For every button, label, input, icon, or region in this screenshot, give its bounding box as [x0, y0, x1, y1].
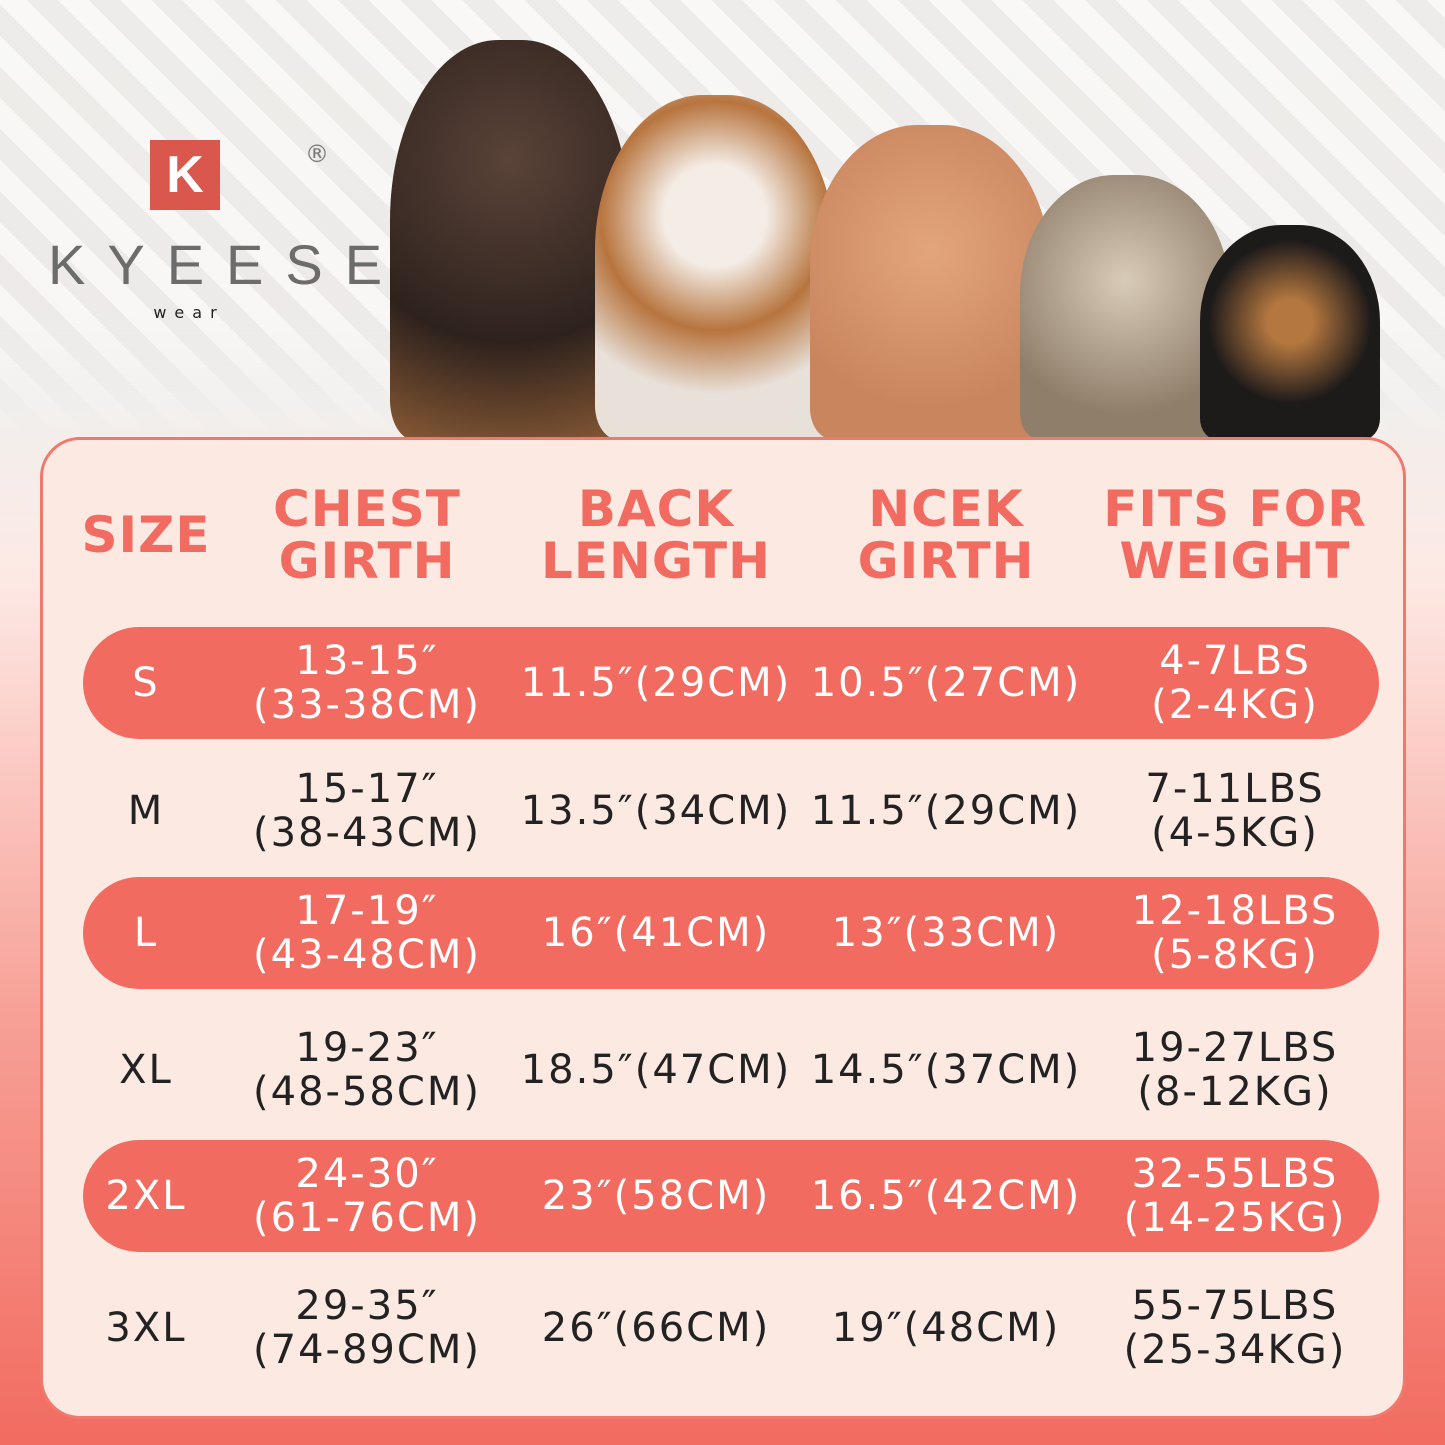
header-weight: FITS FOR WEIGHT	[1103, 480, 1367, 590]
brand-logo: K ® KYEESE wear	[30, 140, 405, 322]
header-size: SIZE	[81, 506, 211, 564]
cell-back-length: 11.5″(29CM)	[520, 660, 792, 706]
cell-chest-girth: 17-19″ (43-48CM)	[253, 888, 481, 978]
cell-size: XL	[119, 1047, 173, 1093]
terrier-image	[1020, 175, 1230, 440]
registered-mark: ®	[305, 140, 329, 168]
header-back-length: BACK LENGTH	[541, 480, 771, 590]
cell-size: M	[127, 788, 165, 834]
table-row: M 15-17″ (38-43CM) 13.5″(34CM) 11.5″(29CM) 7…	[83, 755, 1379, 867]
cell-size: L	[133, 910, 159, 956]
cell-chest-girth: 29-35″ (74-89CM)	[253, 1283, 481, 1373]
cell-size: S	[132, 660, 160, 706]
cell-neck-girth: 19″(48CM)	[831, 1305, 1061, 1351]
doberman-image	[390, 40, 630, 440]
header-neck-girth: NCEK GIRTH	[857, 480, 1035, 590]
cell-weight: 12-18LBS (5-8KG)	[1131, 888, 1339, 978]
logo-mark: K	[150, 140, 220, 210]
cell-chest-girth: 24-30″ (61-76CM)	[253, 1151, 481, 1241]
header-chest-girth: CHEST GIRTH	[273, 480, 461, 590]
size-chart: SIZE CHEST GIRTH BACK LENGTH NCEK GIRTH FITS…	[40, 437, 1406, 1419]
brand-sub: wear	[153, 303, 225, 322]
cell-neck-girth: 16.5″(42CM)	[810, 1173, 1082, 1219]
cell-chest-girth: 13-15″ (33-38CM)	[253, 638, 481, 728]
cell-weight: 55-75LBS (25-34KG)	[1123, 1283, 1347, 1373]
cell-neck-girth: 14.5″(37CM)	[810, 1047, 1082, 1093]
brand-name: KYEESE	[48, 233, 405, 296]
chihuahua-image	[1200, 225, 1380, 440]
cell-back-length: 23″(58CM)	[541, 1173, 771, 1219]
cell-back-length: 13.5″(34CM)	[520, 788, 792, 834]
table-row: 2XL 24-30″ (61-76CM) 23″(58CM) 16.5″(42CM) 3…	[83, 1140, 1379, 1252]
cell-size: 2XL	[105, 1173, 187, 1219]
cell-weight: 7-11LBS (4-5KG)	[1145, 766, 1325, 856]
cell-chest-girth: 19-23″ (48-58CM)	[253, 1025, 481, 1115]
cell-weight: 19-27LBS (8-12KG)	[1131, 1025, 1339, 1115]
table-row: XL 19-23″ (48-58CM) 18.5″(47CM) 14.5″(37CM)…	[83, 1014, 1379, 1126]
cell-weight: 32-55LBS (14-25KG)	[1123, 1151, 1347, 1241]
beagle-image	[595, 95, 835, 440]
cell-back-length: 26″(66CM)	[541, 1305, 771, 1351]
table-row: 3XL 29-35″ (74-89CM) 26″(66CM) 19″(48CM) 55-…	[83, 1272, 1379, 1384]
poodle-image	[810, 125, 1050, 440]
dogs-photo	[380, 30, 1390, 440]
cell-back-length: 16″(41CM)	[541, 910, 771, 956]
cell-size: 3XL	[105, 1305, 187, 1351]
cell-back-length: 18.5″(47CM)	[520, 1047, 792, 1093]
cell-chest-girth: 15-17″ (38-43CM)	[253, 766, 481, 856]
cell-neck-girth: 10.5″(27CM)	[810, 660, 1082, 706]
table-row: L 17-19″ (43-48CM) 16″(41CM) 13″(33CM) 12-18…	[83, 877, 1379, 989]
table-row: S 13-15″ (33-38CM) 11.5″(29CM) 10.5″(27CM) 4…	[83, 627, 1379, 739]
cell-weight: 4-7LBS (2-4KG)	[1151, 638, 1319, 728]
cell-neck-girth: 13″(33CM)	[831, 910, 1061, 956]
cell-neck-girth: 11.5″(29CM)	[810, 788, 1082, 834]
